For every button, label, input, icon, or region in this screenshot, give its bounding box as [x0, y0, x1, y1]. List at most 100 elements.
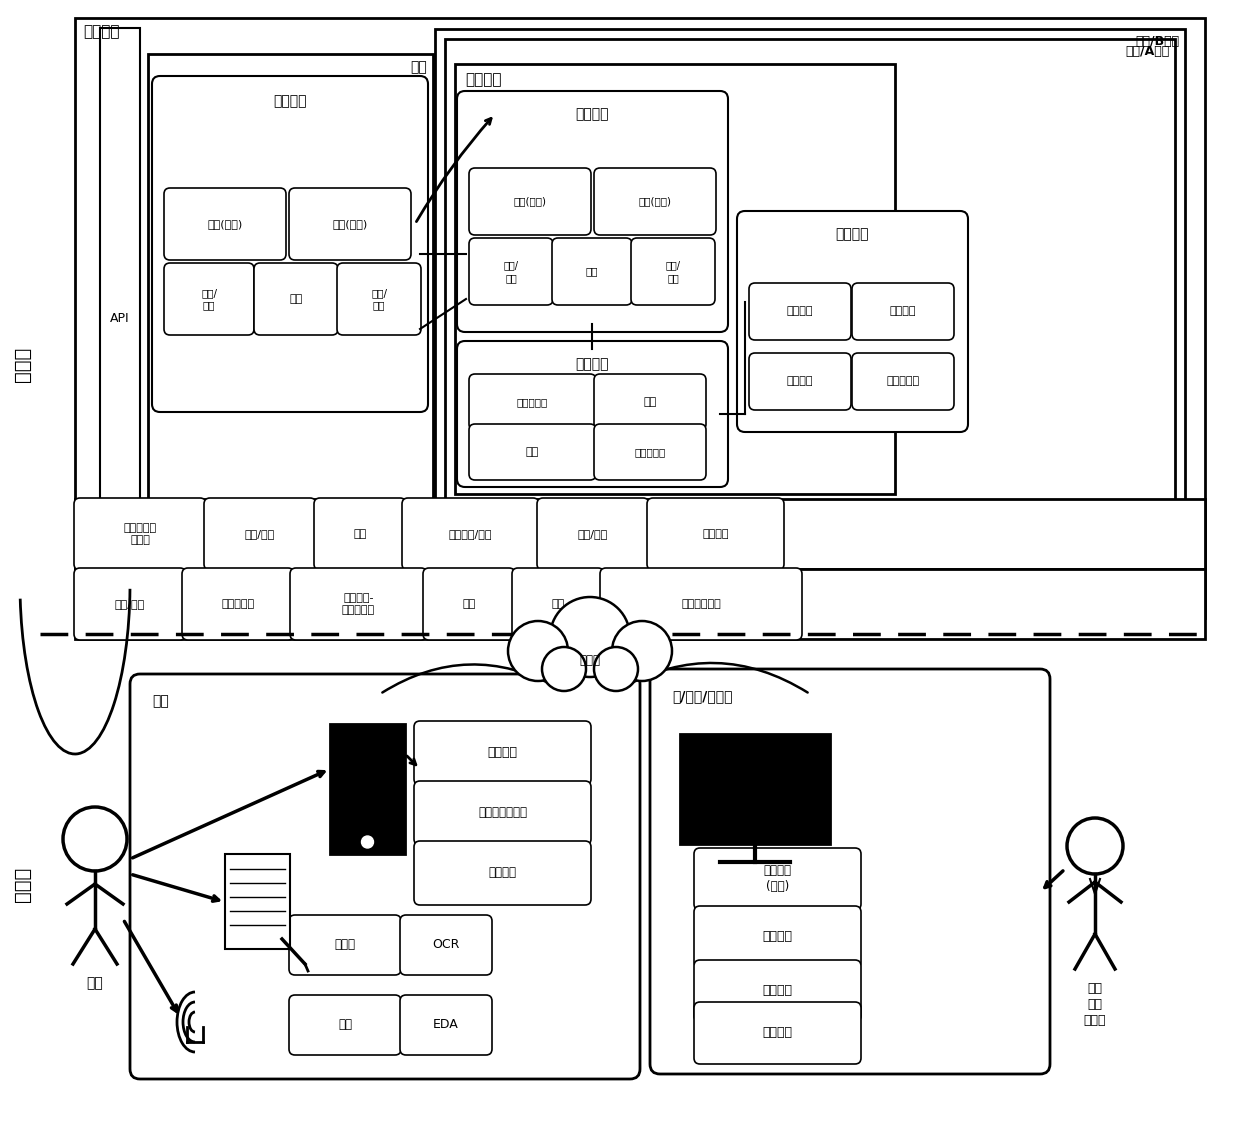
FancyBboxPatch shape — [749, 283, 851, 339]
Bar — [680, 734, 830, 844]
Circle shape — [551, 597, 630, 677]
FancyBboxPatch shape — [537, 498, 649, 570]
Text: 客服端: 客服端 — [12, 867, 31, 901]
Text: 注册: 注册 — [353, 529, 367, 540]
Circle shape — [613, 620, 672, 681]
FancyBboxPatch shape — [512, 568, 604, 640]
Text: 面部追踪和分析: 面部追踪和分析 — [477, 807, 527, 819]
FancyBboxPatch shape — [164, 263, 254, 335]
FancyBboxPatch shape — [852, 283, 954, 339]
FancyBboxPatch shape — [289, 995, 401, 1055]
Text: 私有/B学校: 私有/B学校 — [1136, 35, 1180, 48]
Circle shape — [594, 647, 639, 691]
Bar — [445, 39, 1176, 599]
Circle shape — [63, 807, 126, 871]
Text: 节点/
提示: 节点/ 提示 — [201, 288, 217, 310]
Bar — [435, 29, 1185, 609]
Text: 节点/
提示: 节点/ 提示 — [503, 261, 518, 283]
Text: 家/学校/办公室: 家/学校/办公室 — [672, 689, 733, 702]
Text: 教室: 教室 — [153, 694, 169, 708]
Text: 插件: 插件 — [552, 599, 564, 609]
Text: 管理效果: 管理效果 — [786, 377, 813, 387]
Text: API: API — [110, 311, 130, 325]
FancyBboxPatch shape — [289, 915, 401, 975]
FancyBboxPatch shape — [737, 211, 968, 432]
Text: 数据库连接: 数据库连接 — [222, 599, 254, 609]
Text: 邮件/活动: 邮件/活动 — [578, 529, 608, 540]
Text: 专业知识: 专业知识 — [273, 94, 306, 108]
Text: 安全/加密: 安全/加密 — [115, 599, 145, 609]
Text: 学生: 学生 — [87, 976, 103, 990]
Text: OCR: OCR — [433, 939, 460, 952]
FancyBboxPatch shape — [600, 568, 802, 640]
Bar — [100, 28, 140, 608]
FancyBboxPatch shape — [650, 669, 1050, 1075]
Text: EDA: EDA — [433, 1018, 459, 1032]
Text: 特点: 特点 — [644, 397, 657, 407]
Text: 网络平台: 网络平台 — [83, 24, 119, 39]
FancyBboxPatch shape — [254, 263, 339, 335]
Text: 删除异常: 删除异常 — [890, 307, 916, 317]
Text: 导师仪表板: 导师仪表板 — [887, 377, 920, 387]
Text: 传感器操作: 传感器操作 — [635, 447, 666, 457]
FancyBboxPatch shape — [694, 906, 861, 968]
Text: 评估: 评估 — [289, 294, 303, 303]
Text: 脚本: 脚本 — [463, 599, 476, 609]
FancyBboxPatch shape — [631, 238, 715, 305]
Bar — [224, 854, 290, 949]
Text: 专业知识: 专业知识 — [575, 107, 609, 121]
FancyBboxPatch shape — [130, 674, 640, 1079]
Text: 用户界面
(网站): 用户界面 (网站) — [764, 864, 791, 894]
FancyBboxPatch shape — [289, 188, 410, 260]
FancyBboxPatch shape — [469, 167, 591, 235]
Text: 任务(练习): 任务(练习) — [332, 219, 367, 229]
FancyBboxPatch shape — [458, 341, 728, 487]
Bar — [330, 724, 405, 854]
FancyBboxPatch shape — [74, 568, 186, 640]
Text: 服务器: 服务器 — [12, 346, 31, 382]
Text: 数码笔: 数码笔 — [335, 939, 356, 952]
Text: 用户界面: 用户界面 — [487, 746, 517, 760]
FancyBboxPatch shape — [458, 91, 728, 332]
Text: 信号处理: 信号处理 — [489, 867, 517, 879]
Text: 学习系统: 学习系统 — [465, 72, 501, 87]
FancyBboxPatch shape — [423, 568, 515, 640]
Text: 私有/A学校: 私有/A学校 — [1126, 45, 1171, 58]
Text: 历史: 历史 — [526, 447, 539, 457]
FancyBboxPatch shape — [401, 915, 492, 975]
FancyBboxPatch shape — [594, 374, 706, 430]
Text: 创作工具: 创作工具 — [763, 931, 792, 943]
FancyBboxPatch shape — [182, 568, 294, 640]
Bar — [74, 18, 1205, 618]
Text: 回顾看板: 回顾看板 — [763, 1026, 792, 1040]
Text: 账单/付款: 账单/付款 — [244, 529, 275, 540]
Text: 任务选择: 任务选择 — [786, 307, 813, 317]
Bar — [74, 569, 1205, 640]
FancyBboxPatch shape — [469, 424, 596, 480]
FancyBboxPatch shape — [552, 238, 632, 305]
FancyBboxPatch shape — [337, 263, 422, 335]
Circle shape — [1066, 818, 1123, 874]
FancyBboxPatch shape — [594, 167, 715, 235]
Text: 网络服务框架: 网络服务框架 — [681, 599, 720, 609]
Circle shape — [362, 836, 373, 847]
Text: 辅导模型: 辅导模型 — [836, 227, 869, 241]
Text: 场地预约/管理: 场地预约/管理 — [449, 529, 492, 540]
Bar — [148, 54, 433, 504]
FancyBboxPatch shape — [414, 781, 591, 845]
FancyBboxPatch shape — [402, 498, 539, 570]
Text: 概念(课程): 概念(课程) — [207, 219, 243, 229]
Circle shape — [508, 620, 568, 681]
Text: 配套服务: 配套服务 — [702, 529, 729, 540]
Text: 任务(练习): 任务(练习) — [639, 197, 672, 207]
Text: 概念(课程): 概念(课程) — [513, 197, 547, 207]
Circle shape — [542, 647, 587, 691]
FancyBboxPatch shape — [469, 374, 596, 430]
Text: 模型视图-
控制器架构: 模型视图- 控制器架构 — [342, 592, 374, 615]
FancyBboxPatch shape — [694, 960, 861, 1022]
FancyBboxPatch shape — [205, 498, 316, 570]
Bar — [455, 64, 895, 495]
Bar — [74, 499, 1205, 569]
FancyBboxPatch shape — [153, 76, 428, 413]
FancyBboxPatch shape — [469, 238, 553, 305]
